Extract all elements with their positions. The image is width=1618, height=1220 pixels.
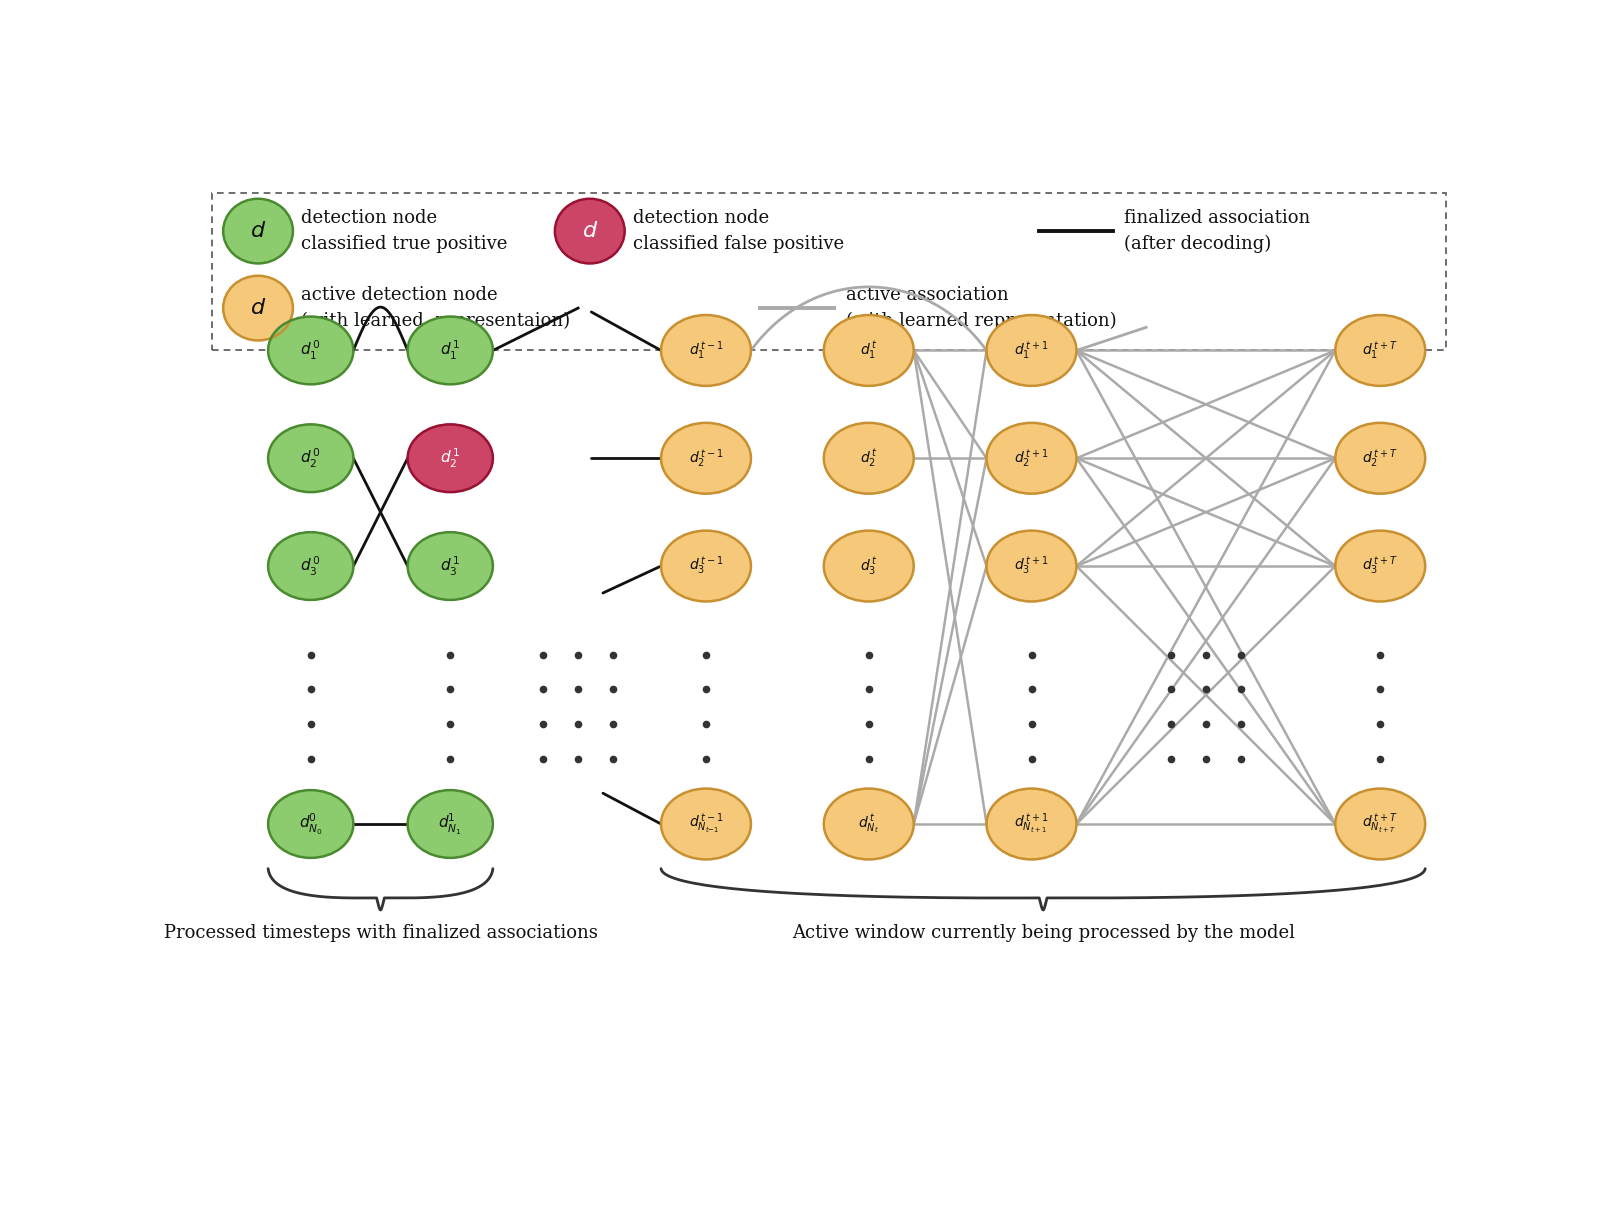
Text: $d_1^{\,t-1}$: $d_1^{\,t-1}$ bbox=[689, 339, 723, 362]
Text: $d_2^{\,1}$: $d_2^{\,1}$ bbox=[440, 447, 461, 470]
Text: $d_1^{\,1}$: $d_1^{\,1}$ bbox=[440, 339, 461, 362]
Ellipse shape bbox=[824, 531, 914, 601]
Text: (with learned  representaion): (with learned representaion) bbox=[301, 312, 571, 331]
Text: $d$: $d$ bbox=[249, 298, 265, 320]
Ellipse shape bbox=[987, 788, 1076, 859]
Text: $d_2^{\,0}$: $d_2^{\,0}$ bbox=[301, 447, 320, 470]
Text: active detection node: active detection node bbox=[301, 285, 498, 304]
Text: $d_1^{\,t}$: $d_1^{\,t}$ bbox=[859, 339, 877, 361]
Ellipse shape bbox=[662, 531, 751, 601]
Ellipse shape bbox=[662, 788, 751, 859]
Text: $d_3^{\,t-1}$: $d_3^{\,t-1}$ bbox=[689, 555, 723, 577]
Text: $d$: $d$ bbox=[249, 220, 265, 242]
Ellipse shape bbox=[408, 791, 493, 858]
Text: $d_{N_{t\!-\!1}}^{\,t-1}$: $d_{N_{t\!-\!1}}^{\,t-1}$ bbox=[689, 811, 723, 836]
Ellipse shape bbox=[408, 532, 493, 600]
Text: $d_3^{\,t+1}$: $d_3^{\,t+1}$ bbox=[1014, 555, 1048, 577]
Text: Active window currently being processed by the model: Active window currently being processed … bbox=[791, 924, 1294, 942]
Text: $d_2^{\,t+1}$: $d_2^{\,t+1}$ bbox=[1014, 447, 1048, 470]
Ellipse shape bbox=[987, 315, 1076, 386]
Ellipse shape bbox=[408, 316, 493, 384]
Text: $d_{N_t}^{\,t}$: $d_{N_t}^{\,t}$ bbox=[858, 813, 879, 836]
Text: $d_2^{\,t-1}$: $d_2^{\,t-1}$ bbox=[689, 447, 723, 470]
Text: $d_1^{\,t+T}$: $d_1^{\,t+T}$ bbox=[1362, 339, 1398, 362]
Text: active association: active association bbox=[846, 285, 1008, 304]
Ellipse shape bbox=[1335, 315, 1425, 386]
Ellipse shape bbox=[824, 315, 914, 386]
Text: $d_{N_0}^{\!0}$: $d_{N_0}^{\!0}$ bbox=[299, 811, 322, 837]
Ellipse shape bbox=[223, 199, 293, 264]
Text: finalized association: finalized association bbox=[1125, 209, 1311, 227]
Ellipse shape bbox=[269, 791, 353, 858]
Text: $d_{N_1}^{\!1}$: $d_{N_1}^{\!1}$ bbox=[438, 811, 463, 837]
Ellipse shape bbox=[408, 425, 493, 492]
Text: detection node: detection node bbox=[301, 209, 437, 227]
Ellipse shape bbox=[269, 532, 353, 600]
Text: $d_{N_{t+T}}^{\,t+T}$: $d_{N_{t+T}}^{\,t+T}$ bbox=[1362, 811, 1398, 836]
Text: $d_3^{\,1}$: $d_3^{\,1}$ bbox=[440, 554, 461, 577]
Ellipse shape bbox=[824, 423, 914, 494]
Text: $d_3^{\,t+T}$: $d_3^{\,t+T}$ bbox=[1362, 555, 1398, 577]
Ellipse shape bbox=[662, 423, 751, 494]
Text: $d_{N_{t+1}}^{\,t+1}$: $d_{N_{t+1}}^{\,t+1}$ bbox=[1014, 811, 1048, 836]
Ellipse shape bbox=[1335, 531, 1425, 601]
Text: $d_2^{\,t}$: $d_2^{\,t}$ bbox=[859, 448, 877, 468]
Text: (with learned representation): (with learned representation) bbox=[846, 312, 1116, 331]
Text: classified true positive: classified true positive bbox=[301, 235, 508, 254]
Ellipse shape bbox=[269, 316, 353, 384]
Text: $d_1^{\,0}$: $d_1^{\,0}$ bbox=[301, 339, 320, 362]
Text: Processed timesteps with finalized associations: Processed timesteps with finalized assoc… bbox=[163, 924, 597, 942]
Text: $d_1^{\,t+1}$: $d_1^{\,t+1}$ bbox=[1014, 339, 1048, 362]
Text: detection node: detection node bbox=[633, 209, 769, 227]
Text: (after decoding): (after decoding) bbox=[1125, 235, 1272, 254]
Ellipse shape bbox=[223, 276, 293, 340]
Text: $d_3^{\,0}$: $d_3^{\,0}$ bbox=[301, 554, 320, 577]
Ellipse shape bbox=[555, 199, 625, 264]
Text: $d$: $d$ bbox=[581, 220, 599, 242]
Ellipse shape bbox=[269, 425, 353, 492]
Text: $d_3^{\,t}$: $d_3^{\,t}$ bbox=[859, 555, 877, 577]
Text: $d_2^{\,t+T}$: $d_2^{\,t+T}$ bbox=[1362, 447, 1398, 470]
Text: classified false positive: classified false positive bbox=[633, 235, 845, 254]
Ellipse shape bbox=[824, 788, 914, 859]
Ellipse shape bbox=[1335, 788, 1425, 859]
Ellipse shape bbox=[1335, 423, 1425, 494]
Ellipse shape bbox=[987, 423, 1076, 494]
Ellipse shape bbox=[662, 315, 751, 386]
Ellipse shape bbox=[987, 531, 1076, 601]
